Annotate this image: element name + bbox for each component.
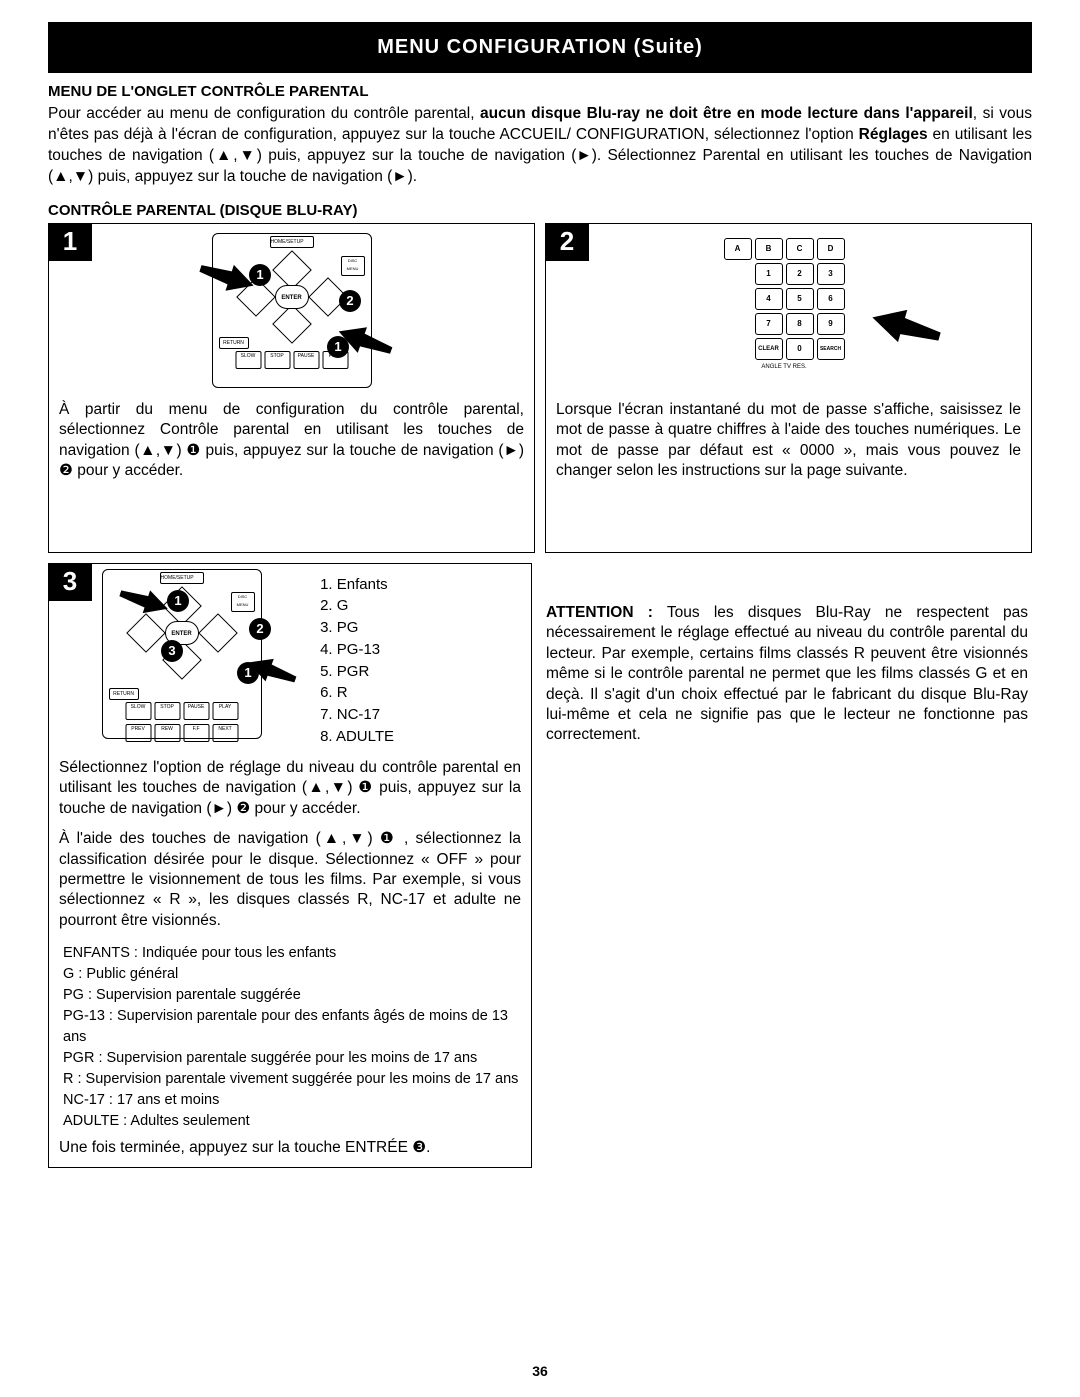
dpad-up [272,250,312,290]
list-item-3: 3. PG [320,617,525,639]
key-9: 9 [817,313,845,335]
remote3-next: NEXT [212,724,238,742]
numpad-note: ANGLE TV RES. [724,363,845,385]
step-2-box: 2 A B C D 1 2 3 4 5 6 7 8 [545,223,1032,553]
key-b: B [755,238,783,260]
remote3-ff: F.F [183,724,209,742]
list-item-2: 2. G [320,595,525,617]
remote-stop: STOP [264,351,290,369]
rating-def-6: R : Supervision parentale vivement suggé… [59,1069,521,1090]
step-1-text: À partir du menu de configuration du con… [49,394,534,492]
key-d: D [817,238,845,260]
remote3-return: RETURN [109,688,139,700]
numpad-grid: A B C D 1 2 3 4 5 6 7 8 9 [724,238,854,385]
intro-text-a: Pour accéder au menu de configuration du… [48,105,480,122]
remote3-stop: STOP [154,702,180,720]
key-8: 8 [786,313,814,335]
key-5: 5 [786,288,814,310]
key-2: 2 [786,263,814,285]
list-item-4: 4. PG-13 [320,639,525,661]
remote3-pause: PAUSE [183,702,209,720]
list-item-1: 1. Enfants [320,574,525,596]
hand-pointer-2 [867,297,946,357]
key-clear: CLEAR [755,338,783,360]
dpad-enter: ENTER [275,285,309,309]
list-item-6: 6. R [320,682,525,704]
remote-pause: PAUSE [293,351,319,369]
key-1: 1 [755,263,783,285]
list-item-8: 8. ADULTE [320,726,525,748]
key-3: 3 [817,263,845,285]
step-3-body2: À l'aide des touches de navigation (▲,▼)… [49,829,531,941]
intro-text-bold: aucun disque Blu-ray ne doit être en mod… [480,105,973,122]
rating-def-1: ENFANTS : Indiquée pour tous les enfants [59,943,521,964]
remote3-play: PLAY [212,702,238,720]
intro-paragraph: Pour accéder au menu de configuration du… [48,104,1032,188]
rating-def-2: G : Public général [59,964,521,985]
remote3-transport: SLOW STOP PAUSE PLAY [125,702,238,720]
callout-2a: 2 [339,290,361,312]
list-item-5: 5. PGR [320,661,525,683]
remote3-slow: SLOW [125,702,151,720]
remote-disc-menu: DISC MENU [341,256,365,276]
callout-1a: 1 [249,264,271,286]
key-7: 7 [755,313,783,335]
key-4: 4 [755,288,783,310]
remote3-rew: REW [154,724,180,742]
remote-diagram-3: HOME/SETUP DISC MENU ENTER RETURN SLOW [49,564,314,744]
remote-home-btn: HOME/SETUP [270,236,314,248]
remote3-disc-menu: DISC MENU [231,592,255,612]
callout3-3: 3 [161,640,183,662]
step-3-box: 3 HOME/SETUP DISC MENU ENTER RETURN [48,563,532,1169]
title-bar: MENU CONFIGURATION (Suite) [48,22,1032,73]
attention-label: ATTENTION : [546,604,653,621]
key-0: 0 [786,338,814,360]
heading-bd-parental: CONTRÔLE PARENTAL (DISQUE BLU-RAY) [48,202,1032,219]
remote-return: RETURN [219,337,249,349]
rating-def-3: PG : Supervision parentale suggérée [59,985,521,1006]
remote-slow: SLOW [235,351,261,369]
dpad-down [272,304,312,344]
list-item-7: 7. NC-17 [320,704,525,726]
step-1-box: 1 HOME/SETUP DISC MENU ENTER RETURN SLOW [48,223,535,553]
ratings-numbered-list: 1. Enfants 2. G 3. PG 4. PG-13 5. PGR 6.… [314,564,531,758]
key-search: SEARCH [817,338,845,360]
remote3-prev: PREV [125,724,151,742]
key-a: A [724,238,752,260]
rating-def-8: ADULTE : Adultes seulement [59,1111,521,1132]
key-6: 6 [817,288,845,310]
rating-def-5: PGR : Supervision parentale suggérée pou… [59,1048,521,1069]
key-c: C [786,238,814,260]
numpad-diagram: A B C D 1 2 3 4 5 6 7 8 9 [546,224,1031,394]
dpad3-right [198,613,238,653]
step-3-body1: Sélectionnez l'option de réglage du nive… [49,758,531,829]
remote3-home: HOME/SETUP [160,572,204,584]
remote-diagram-1: HOME/SETUP DISC MENU ENTER RETURN SLOW S… [49,224,534,394]
intro-settings-bold: Réglages [859,126,928,143]
heading-parental: MENU DE L'ONGLET CONTRÔLE PARENTAL [48,83,1032,100]
callout3-1a: 1 [167,590,189,612]
attention-text: Tous les disques Blu-Ray ne respectent p… [546,604,1028,744]
rating-def-4: PG-13 : Supervision parentale pour des e… [59,1006,521,1048]
ratings-definitions: ENFANTS : Indiquée pour tous les enfants… [49,941,531,1134]
remote3-transport2: PREV REW F.F NEXT [125,724,238,742]
step-2-text: Lorsque l'écran instantané du mot de pas… [546,394,1031,492]
page-number: 36 [0,1363,1080,1379]
dpad3-left [126,613,166,653]
attention-paragraph: ATTENTION : Tous les disques Blu-Ray ne … [542,563,1032,1169]
rating-def-7: NC-17 : 17 ans et moins [59,1090,521,1111]
step-3-foot: Une fois terminée, appuyez sur la touche… [49,1134,531,1167]
callout3-2: 2 [249,618,271,640]
